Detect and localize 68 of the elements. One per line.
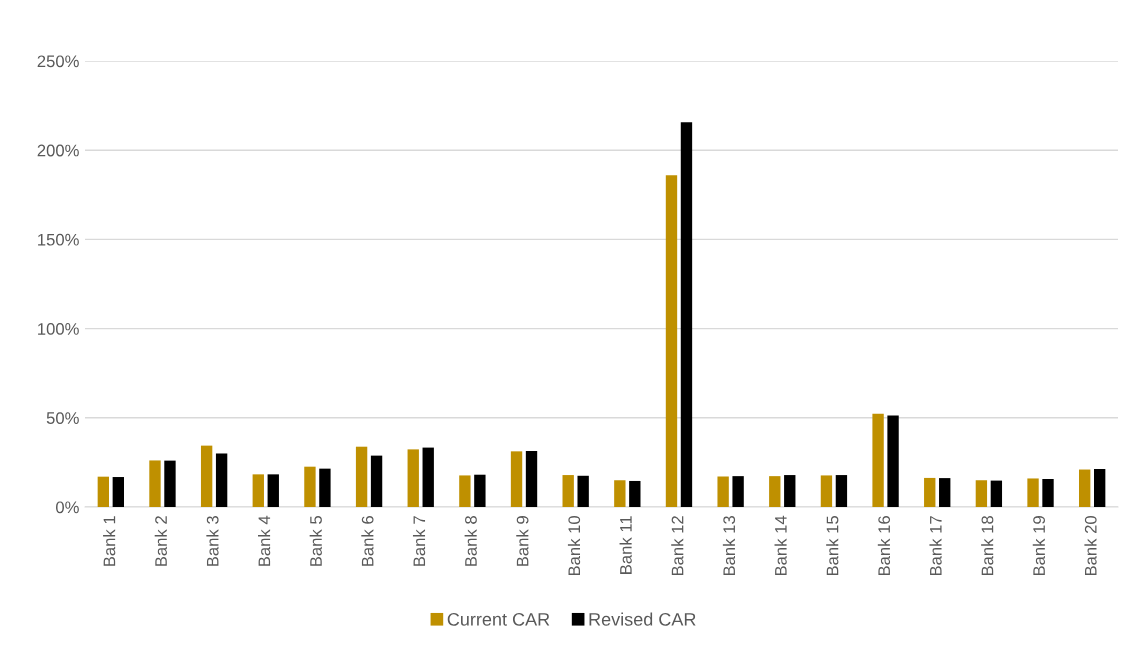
bar xyxy=(252,474,264,507)
x-tick-label: Bank 13 xyxy=(722,516,736,576)
y-tick-label: 150% xyxy=(38,233,79,246)
bar xyxy=(665,175,678,507)
bar xyxy=(215,453,228,507)
bar xyxy=(820,475,833,507)
bar xyxy=(835,475,848,507)
x-tick-label: Bank 5 xyxy=(309,516,322,566)
legend-label: Revised CAR xyxy=(589,612,696,626)
y-tick-label: 100% xyxy=(38,323,79,335)
bar xyxy=(319,468,331,507)
bar xyxy=(1027,478,1039,507)
bar xyxy=(267,474,279,507)
x-tick-label: Bank 15 xyxy=(826,516,839,576)
bar xyxy=(990,480,1003,507)
bar xyxy=(939,478,951,507)
x-tick-label: Bank 1 xyxy=(103,516,116,566)
bar xyxy=(355,446,368,507)
bar xyxy=(97,476,110,507)
bar xyxy=(112,477,124,507)
y-tick-label: 250% xyxy=(37,55,79,68)
y-tick-label: 0% xyxy=(56,501,79,514)
bar xyxy=(680,122,693,507)
bar xyxy=(149,460,161,507)
y-tick-label: 200% xyxy=(37,144,79,157)
x-tick-label: Bank 12 xyxy=(671,516,684,576)
y-tick-label: 50% xyxy=(46,412,79,424)
bar xyxy=(769,476,781,507)
bar xyxy=(164,460,176,507)
bar xyxy=(1079,469,1091,507)
bar xyxy=(577,475,589,507)
bar xyxy=(304,466,316,507)
bar xyxy=(614,480,626,507)
x-tick-label: Bank 3 xyxy=(206,516,219,566)
x-tick-label: Bank 7 xyxy=(412,516,426,566)
x-tick-label: Bank 2 xyxy=(154,516,167,566)
x-tick-label: Bank 6 xyxy=(361,516,374,566)
x-tick-label: Bank 14 xyxy=(774,515,787,576)
x-tick-label: Bank 16 xyxy=(877,516,891,576)
bar xyxy=(474,474,486,507)
x-tick-label: Bank 20 xyxy=(1084,515,1097,576)
bar xyxy=(872,413,884,507)
bar xyxy=(975,480,988,507)
x-tick-label: Bank 17 xyxy=(929,516,942,576)
bar xyxy=(459,475,471,507)
bar xyxy=(200,445,213,507)
bar xyxy=(1093,469,1106,507)
bar xyxy=(562,475,574,507)
legend-label: Current CAR xyxy=(447,612,550,626)
bar xyxy=(407,449,419,507)
bar xyxy=(422,447,434,507)
x-tick-label: Bank 4 xyxy=(258,515,271,566)
bar xyxy=(370,455,383,507)
bar xyxy=(887,415,899,507)
bar xyxy=(732,476,744,507)
x-tick-label: Bank 10 xyxy=(567,515,581,576)
x-tick-label: Bank 18 xyxy=(981,516,994,576)
bar xyxy=(525,450,538,507)
x-tick-label: Bank 11 xyxy=(619,516,632,574)
bar xyxy=(510,451,523,507)
bar xyxy=(924,477,936,507)
x-tick-label: Bank 8 xyxy=(464,516,477,566)
bar xyxy=(1042,478,1054,507)
x-tick-label: Bank 19 xyxy=(1032,516,1045,576)
bar xyxy=(717,476,729,507)
bar xyxy=(784,475,796,507)
x-tick-label: Bank 9 xyxy=(516,516,529,566)
bar xyxy=(629,480,641,507)
